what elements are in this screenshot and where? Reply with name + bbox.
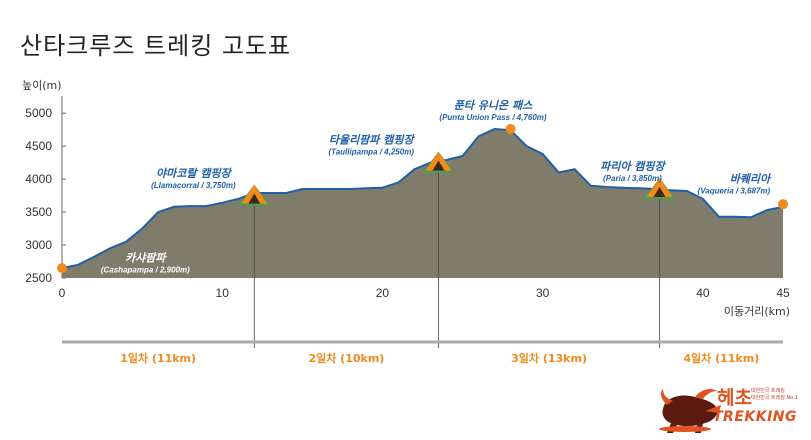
y-tick-label: 3500 <box>25 205 52 219</box>
location-annotation: 파리아 캠핑장(Paria / 3,850m) <box>600 160 666 183</box>
y-axis-label: 높이(m) <box>22 79 62 92</box>
logo-sub-text: TREKKING <box>713 409 798 425</box>
y-tick-label: 4000 <box>25 172 52 186</box>
x-tick-label: 40 <box>696 286 710 300</box>
axes-layer: 높이(m) 2500 3000 3500 4000 4500 5000 0 10 20 30 40 45… <box>22 79 790 318</box>
x-tick-label: 30 <box>536 286 550 300</box>
y-tick-label: 3000 <box>25 238 52 252</box>
location-marker <box>505 124 516 135</box>
location-name: 바퀘리아 <box>730 172 772 185</box>
location-marker <box>778 199 788 210</box>
tent-icon-door <box>653 187 666 197</box>
location-annotation: 카샤팜파(Cashapampa / 2,900m) <box>101 252 190 275</box>
y-tick-label: 5000 <box>25 106 52 120</box>
day-label: 1일차 (11km) <box>120 351 196 365</box>
location-name: 카샤팜파 <box>125 252 167 265</box>
elevation-area <box>62 129 783 278</box>
tent-icon <box>238 184 271 206</box>
location-annotation: 바퀘리아(Vaqueria / 3,687m) <box>698 172 773 195</box>
area-layer <box>61 127 784 278</box>
page-title: 산타크루즈 트레킹 고도표 <box>20 32 292 60</box>
location-annotation: 푼타 유니온 패스(Punta Union Pass / 4,760m) <box>439 99 546 122</box>
location-sub: (Paria / 3,850m) <box>603 174 662 183</box>
camp-lines-layer <box>253 162 661 348</box>
location-annotation: 타울리팜파 캠핑장(Taullipampa / 4,250m) <box>328 134 415 157</box>
hecho-trekking-logo: 헤초 대한민국 트레킹 대한민국 트레킹 No.1 TREKKING <box>655 383 798 435</box>
location-sub: (Vaqueria / 3,687m) <box>698 186 771 195</box>
x-tick-label: 0 <box>59 286 66 300</box>
logo-main-text: 헤초 <box>717 387 752 409</box>
location-marker <box>57 263 67 274</box>
location-name: 야마코랄 캠핑장 <box>156 167 233 180</box>
y-tick-label: 2500 <box>25 271 52 285</box>
x-tick-label: 20 <box>376 286 390 300</box>
location-sub: (Taullipampa / 4,250m) <box>328 148 414 157</box>
x-tick-label: 45 <box>776 286 790 300</box>
marks-layer <box>57 124 788 274</box>
tent-icon <box>422 151 455 173</box>
x-axis-label: 이동거리(km) <box>724 305 790 318</box>
labels-layer: 카샤팜파(Cashapampa / 2,900m) 야마코랄 캠핑장(Llamac… <box>101 99 772 274</box>
day-label: 2일차 (10km) <box>308 351 384 365</box>
bull-icon <box>659 389 721 433</box>
location-sub: (Llamacorral / 3,750m) <box>151 181 236 190</box>
tent-icon <box>643 178 676 199</box>
location-sub: (Cashapampa / 2,900m) <box>101 266 190 275</box>
day-label: 4일차 (11km) <box>683 351 759 365</box>
logo-tagline: 대한민국 트레킹 대한민국 트레킹 No.1 <box>751 388 798 401</box>
location-name: 타울리팜파 캠핑장 <box>329 134 416 147</box>
location-name: 파리아 캠핑장 <box>600 160 666 173</box>
day-label: 3일차 (13km) <box>511 351 587 365</box>
tent-icon-door <box>248 193 261 204</box>
tent-icon-door <box>432 160 445 171</box>
location-sub: (Punta Union Pass / 4,760m) <box>439 113 546 122</box>
x-tick-label: 10 <box>216 286 230 300</box>
y-tick-label: 4500 <box>25 139 52 153</box>
location-annotation: 야마코랄 캠핑장(Llamacorral / 3,750m) <box>151 167 236 190</box>
day-bar-layer: 1일차 (11km) 2일차 (10km) 3일차 (13km) 4일차 (11km) <box>62 340 783 365</box>
location-name: 푼타 유니온 패스 <box>454 99 533 112</box>
